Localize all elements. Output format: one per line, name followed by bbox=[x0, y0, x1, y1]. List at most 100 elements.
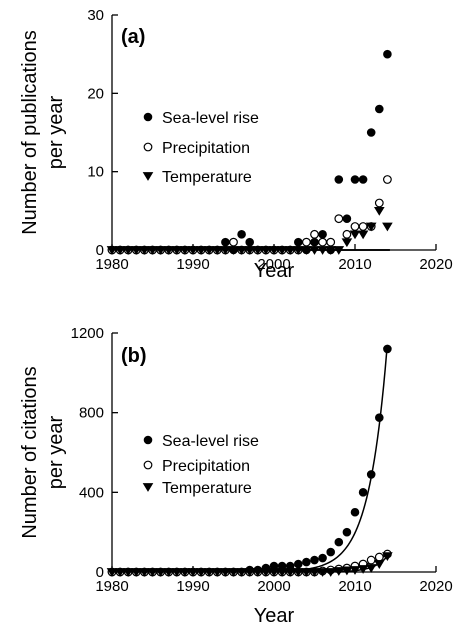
data-point bbox=[114, 568, 126, 577]
y-axis-title: per year bbox=[45, 415, 67, 489]
data-point bbox=[350, 222, 360, 231]
data-point bbox=[309, 568, 320, 577]
data-point bbox=[171, 246, 183, 255]
data-point bbox=[383, 49, 392, 59]
data-point bbox=[228, 568, 239, 577]
data-point bbox=[171, 568, 183, 577]
legend-label: Temperature bbox=[162, 480, 252, 497]
data-point bbox=[375, 104, 384, 114]
data-point bbox=[357, 565, 369, 574]
data-point bbox=[333, 246, 345, 255]
data-point bbox=[130, 246, 142, 255]
data-point bbox=[317, 568, 328, 577]
data-point bbox=[326, 237, 336, 247]
data-point bbox=[374, 552, 384, 562]
data-point bbox=[139, 568, 150, 577]
data-point bbox=[366, 128, 376, 137]
x-tick-label: 1990 bbox=[176, 256, 209, 273]
data-point bbox=[333, 567, 345, 576]
chart-panel-1: 1980 1990 2000 2010 2020 0 10 20 30 Year Number of… bbox=[19, 7, 453, 282]
data-point bbox=[106, 246, 118, 255]
x-tick-label: 2000 bbox=[257, 256, 290, 273]
data-point bbox=[155, 246, 166, 255]
data-point bbox=[375, 413, 384, 422]
y-axis-title: Number of publications bbox=[19, 30, 41, 235]
legend: Sea-level rise Precipitation Temperature bbox=[142, 110, 259, 186]
legend-marker bbox=[143, 435, 153, 445]
data-point bbox=[366, 555, 376, 565]
data-point bbox=[318, 553, 327, 563]
data-point bbox=[106, 568, 118, 577]
data-point bbox=[268, 568, 280, 577]
data-point bbox=[334, 175, 344, 184]
legend-marker bbox=[142, 483, 154, 492]
data-point bbox=[237, 230, 246, 239]
data-point bbox=[130, 568, 142, 577]
y-tick-label: 0 bbox=[96, 564, 104, 581]
data-point bbox=[292, 246, 304, 255]
y-axis-title: Number of citations bbox=[19, 366, 41, 538]
y-axis-title: per year bbox=[45, 95, 67, 169]
x-tick-label: 1990 bbox=[176, 578, 209, 595]
data-point bbox=[211, 568, 223, 577]
data-point bbox=[284, 568, 296, 577]
data-point bbox=[294, 559, 303, 569]
data-point bbox=[302, 237, 311, 247]
data-point bbox=[163, 568, 175, 577]
data-point bbox=[147, 568, 158, 577]
data-point bbox=[236, 246, 247, 255]
data-point bbox=[373, 206, 385, 216]
data-point bbox=[187, 246, 199, 255]
y-tick-label: 20 bbox=[87, 85, 104, 102]
legend-marker bbox=[142, 172, 154, 181]
x-axis-title: Year bbox=[254, 605, 295, 627]
data-point bbox=[357, 230, 369, 240]
data-point bbox=[358, 488, 368, 497]
data-point bbox=[310, 555, 319, 565]
data-point bbox=[179, 568, 191, 577]
data-point bbox=[276, 568, 288, 577]
data-point bbox=[382, 552, 393, 561]
data-point bbox=[325, 246, 337, 255]
data-point bbox=[284, 246, 296, 255]
data-point bbox=[292, 568, 304, 577]
data-point bbox=[294, 237, 303, 247]
data-point bbox=[373, 560, 385, 569]
data-point bbox=[268, 246, 280, 255]
data-point bbox=[334, 537, 344, 547]
data-point bbox=[341, 566, 353, 576]
chart-panel-2: 1980 1990 2000 2010 2020 0 400 800 1200 Year Numbe… bbox=[19, 325, 453, 627]
data-point bbox=[318, 230, 327, 239]
data-point bbox=[365, 222, 377, 232]
data-point bbox=[301, 568, 312, 577]
x-tick-label: 2010 bbox=[338, 578, 371, 595]
data-point bbox=[358, 222, 368, 231]
x-tick-label: 1980 bbox=[95, 578, 128, 595]
data-point bbox=[325, 568, 337, 577]
y-tick-label: 800 bbox=[79, 405, 104, 422]
data-point bbox=[349, 230, 361, 240]
y-tick-label: 1200 bbox=[71, 325, 104, 342]
data-point bbox=[349, 566, 361, 575]
panel-label: (a) bbox=[121, 26, 145, 48]
data-point bbox=[383, 344, 392, 354]
data-point bbox=[342, 527, 352, 537]
data-point bbox=[195, 568, 207, 577]
data-point bbox=[334, 214, 344, 224]
x-tick-label: 2020 bbox=[419, 256, 452, 273]
data-point bbox=[260, 246, 272, 255]
legend-marker bbox=[143, 112, 153, 122]
legend-label: Precipitation bbox=[162, 140, 250, 157]
data-point bbox=[318, 237, 328, 247]
data-point bbox=[350, 507, 360, 517]
panel-label: (b) bbox=[121, 345, 147, 367]
data-point bbox=[195, 246, 207, 255]
y-tick-label: 10 bbox=[87, 164, 104, 181]
legend: Sea-level rise Precipitation Temperature bbox=[142, 433, 259, 497]
x-tick-label: 2000 bbox=[257, 578, 290, 595]
data-point bbox=[187, 568, 199, 577]
data-point bbox=[220, 568, 231, 577]
legend-marker bbox=[143, 142, 153, 152]
data-point bbox=[326, 547, 336, 557]
